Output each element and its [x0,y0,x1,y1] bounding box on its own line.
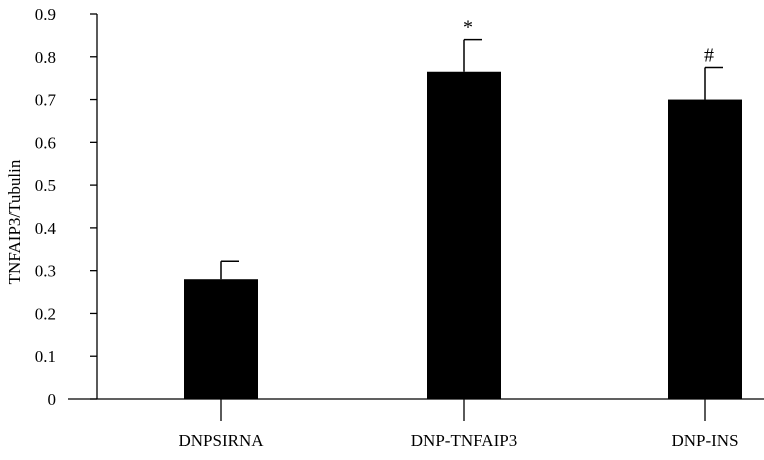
y-axis-title: TNFAIP3/Tubulin [5,159,24,284]
y-tick-label: 0.8 [35,48,56,67]
y-tick-label: 0.3 [35,262,56,281]
error-bars [220,38,723,280]
y-tick-label: 0.5 [35,176,56,195]
y-tick-label: 0 [48,390,57,409]
x-tick-label: DNPSIRNA [178,431,264,450]
y-tick-label: 0.4 [35,219,57,238]
bar [184,279,258,399]
x-tick-label: DNP-TNFAIP3 [411,431,517,450]
y-tick-label: 0.1 [35,347,56,366]
significance-marker: # [704,44,714,66]
y-tick-label: 0.2 [35,304,56,323]
y-tick-label: 0.6 [35,133,56,152]
bars [184,71,742,400]
bar [427,71,501,399]
y-tick-label: 0.7 [35,91,57,110]
y-tick-label: 0.9 [35,5,56,24]
bar [668,99,742,400]
x-axis: DNPSIRNA DNP-TNFAIP3 DNP-INS [68,398,764,450]
significance-annotations: *# [463,17,714,67]
significance-marker: * [463,17,473,39]
x-tick-label: DNP-INS [671,431,738,450]
y-axis: 0 0.1 0.2 0.3 0.4 0.5 0.6 0.7 0.8 0.9 [35,5,98,409]
